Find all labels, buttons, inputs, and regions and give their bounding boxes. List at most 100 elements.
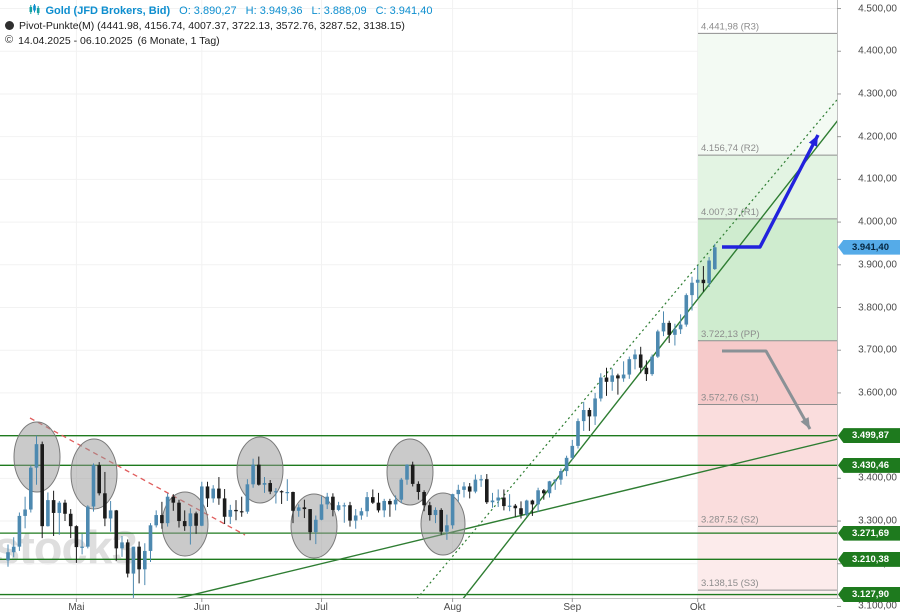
candle-body (559, 471, 563, 480)
candle-body (519, 508, 523, 515)
bull-projection-arrow-line[interactable] (722, 134, 820, 249)
bear-projection-arrow[interactable] (722, 349, 812, 430)
candle-body (125, 542, 130, 574)
candle-body (251, 464, 255, 485)
candle-body (165, 496, 170, 524)
bear-projection-arrow-head (800, 417, 810, 429)
candle-body (80, 546, 84, 548)
pivot-label: 3.138,15 (S3) (701, 578, 759, 589)
candle-body (17, 515, 22, 547)
candle-body (319, 504, 324, 520)
pivot-zones (698, 33, 837, 598)
timeframe: (6 Monate, 1 Tag) (137, 34, 220, 47)
candle-body (627, 359, 632, 375)
candle-body (570, 445, 575, 458)
candle-body (393, 499, 398, 505)
candle-body (399, 479, 404, 500)
candle-body (91, 465, 96, 507)
candle-body (29, 467, 33, 510)
instrument-title[interactable]: Gold (JFD Brokers, Bid) (45, 4, 171, 17)
candle-body (274, 491, 278, 493)
candle-body (502, 497, 506, 507)
candle-body (536, 490, 540, 505)
candle-body (200, 486, 204, 526)
candle-body (547, 481, 552, 494)
candle-body (279, 491, 284, 493)
candle-body (257, 464, 261, 485)
candle-body (661, 322, 666, 332)
candle-body (120, 542, 124, 549)
daterange-header-line: © 14.04.2025 - 06.10.2025 (6 Monate, 1 T… (5, 33, 432, 48)
candle-body (593, 398, 597, 417)
candle-body (456, 489, 461, 495)
uptrend-steep-green[interactable] (451, 41, 900, 614)
candle-body (638, 354, 643, 368)
candle-body (713, 247, 717, 270)
instrument-header-line: Gold (JFD Brokers, Bid) O: 3.890,27 H: 3… (5, 3, 432, 18)
candle-body (314, 519, 318, 533)
bull-projection-arrow[interactable] (722, 134, 820, 249)
candle-body (11, 546, 16, 553)
indicator-label[interactable]: Pivot-Punkte(M) (4441.98, 4156.74, 4007.… (19, 19, 405, 32)
candle-body (268, 483, 272, 492)
candle-body (222, 498, 227, 517)
downtrend-dashed-red[interactable] (29, 417, 246, 536)
candle-body (587, 410, 592, 417)
candle-body (359, 511, 364, 516)
pivot-levels: 4.441,98 (R3) 4.156,74 (R2) 4.007,37 (R1) 3… (698, 21, 837, 591)
bear-projection-arrow-line[interactable] (722, 349, 812, 430)
candle-body (633, 354, 637, 360)
candle-body (422, 492, 426, 506)
candle-body (296, 507, 301, 511)
candle-body (154, 515, 158, 526)
candle-body (382, 500, 386, 511)
candle-body (148, 525, 153, 551)
candle-body (445, 525, 449, 532)
candle-body (291, 492, 295, 511)
candle-body (194, 513, 198, 526)
candle-body (416, 483, 421, 492)
swing-ellipse[interactable] (386, 438, 434, 506)
candle-body (428, 505, 432, 516)
pivot-zone (698, 218, 837, 341)
pivot-label: 3.287,52 (S2) (701, 514, 759, 525)
ohlc-close: C: 3.941,40 (375, 4, 433, 17)
candle-body (496, 497, 500, 501)
uptrend-long-green[interactable] (113, 424, 900, 614)
candle-body (211, 488, 215, 499)
candle-body (342, 505, 347, 507)
pivot-label: 3.722,13 (PP) (701, 329, 760, 340)
pivot-label: 4.007,37 (R1) (701, 207, 759, 218)
candle-body (6, 552, 10, 561)
pivot-zone (698, 33, 837, 156)
ohlc-low: L: 3.888,09 (311, 4, 367, 17)
uptrend-dotted-green[interactable] (404, 25, 900, 614)
candle-body (388, 500, 392, 505)
candle-body (160, 515, 164, 524)
candle-body (285, 492, 290, 494)
pivot-label: 4.156,74 (R2) (701, 143, 759, 154)
candlestick-icon (5, 0, 40, 30)
candle-body (621, 374, 626, 379)
candle-body (695, 279, 700, 283)
pivot-label: 3.572,76 (S1) (701, 393, 759, 404)
chart-header: Gold (JFD Brokers, Bid) O: 3.890,27 H: 3… (5, 3, 432, 48)
candle-body (131, 546, 136, 574)
candle-body (576, 421, 580, 446)
candle-body (376, 502, 381, 511)
candle-body (331, 496, 335, 510)
candle-body (308, 509, 312, 533)
candle-body (143, 550, 147, 570)
candle-body (205, 486, 210, 499)
candle-body (599, 377, 603, 399)
candle-body (610, 375, 614, 382)
pivot-zone (698, 155, 837, 219)
candle-body (239, 511, 244, 513)
candle-body (473, 479, 478, 492)
ohlc-open: O: 3.890,27 (179, 4, 237, 17)
candle-body (490, 500, 495, 503)
indicator-icon (5, 21, 14, 30)
indicator-header-line: Pivot-Punkte(M) (4441.98, 4156.74, 4007.… (5, 18, 432, 33)
candle-body (439, 509, 443, 532)
